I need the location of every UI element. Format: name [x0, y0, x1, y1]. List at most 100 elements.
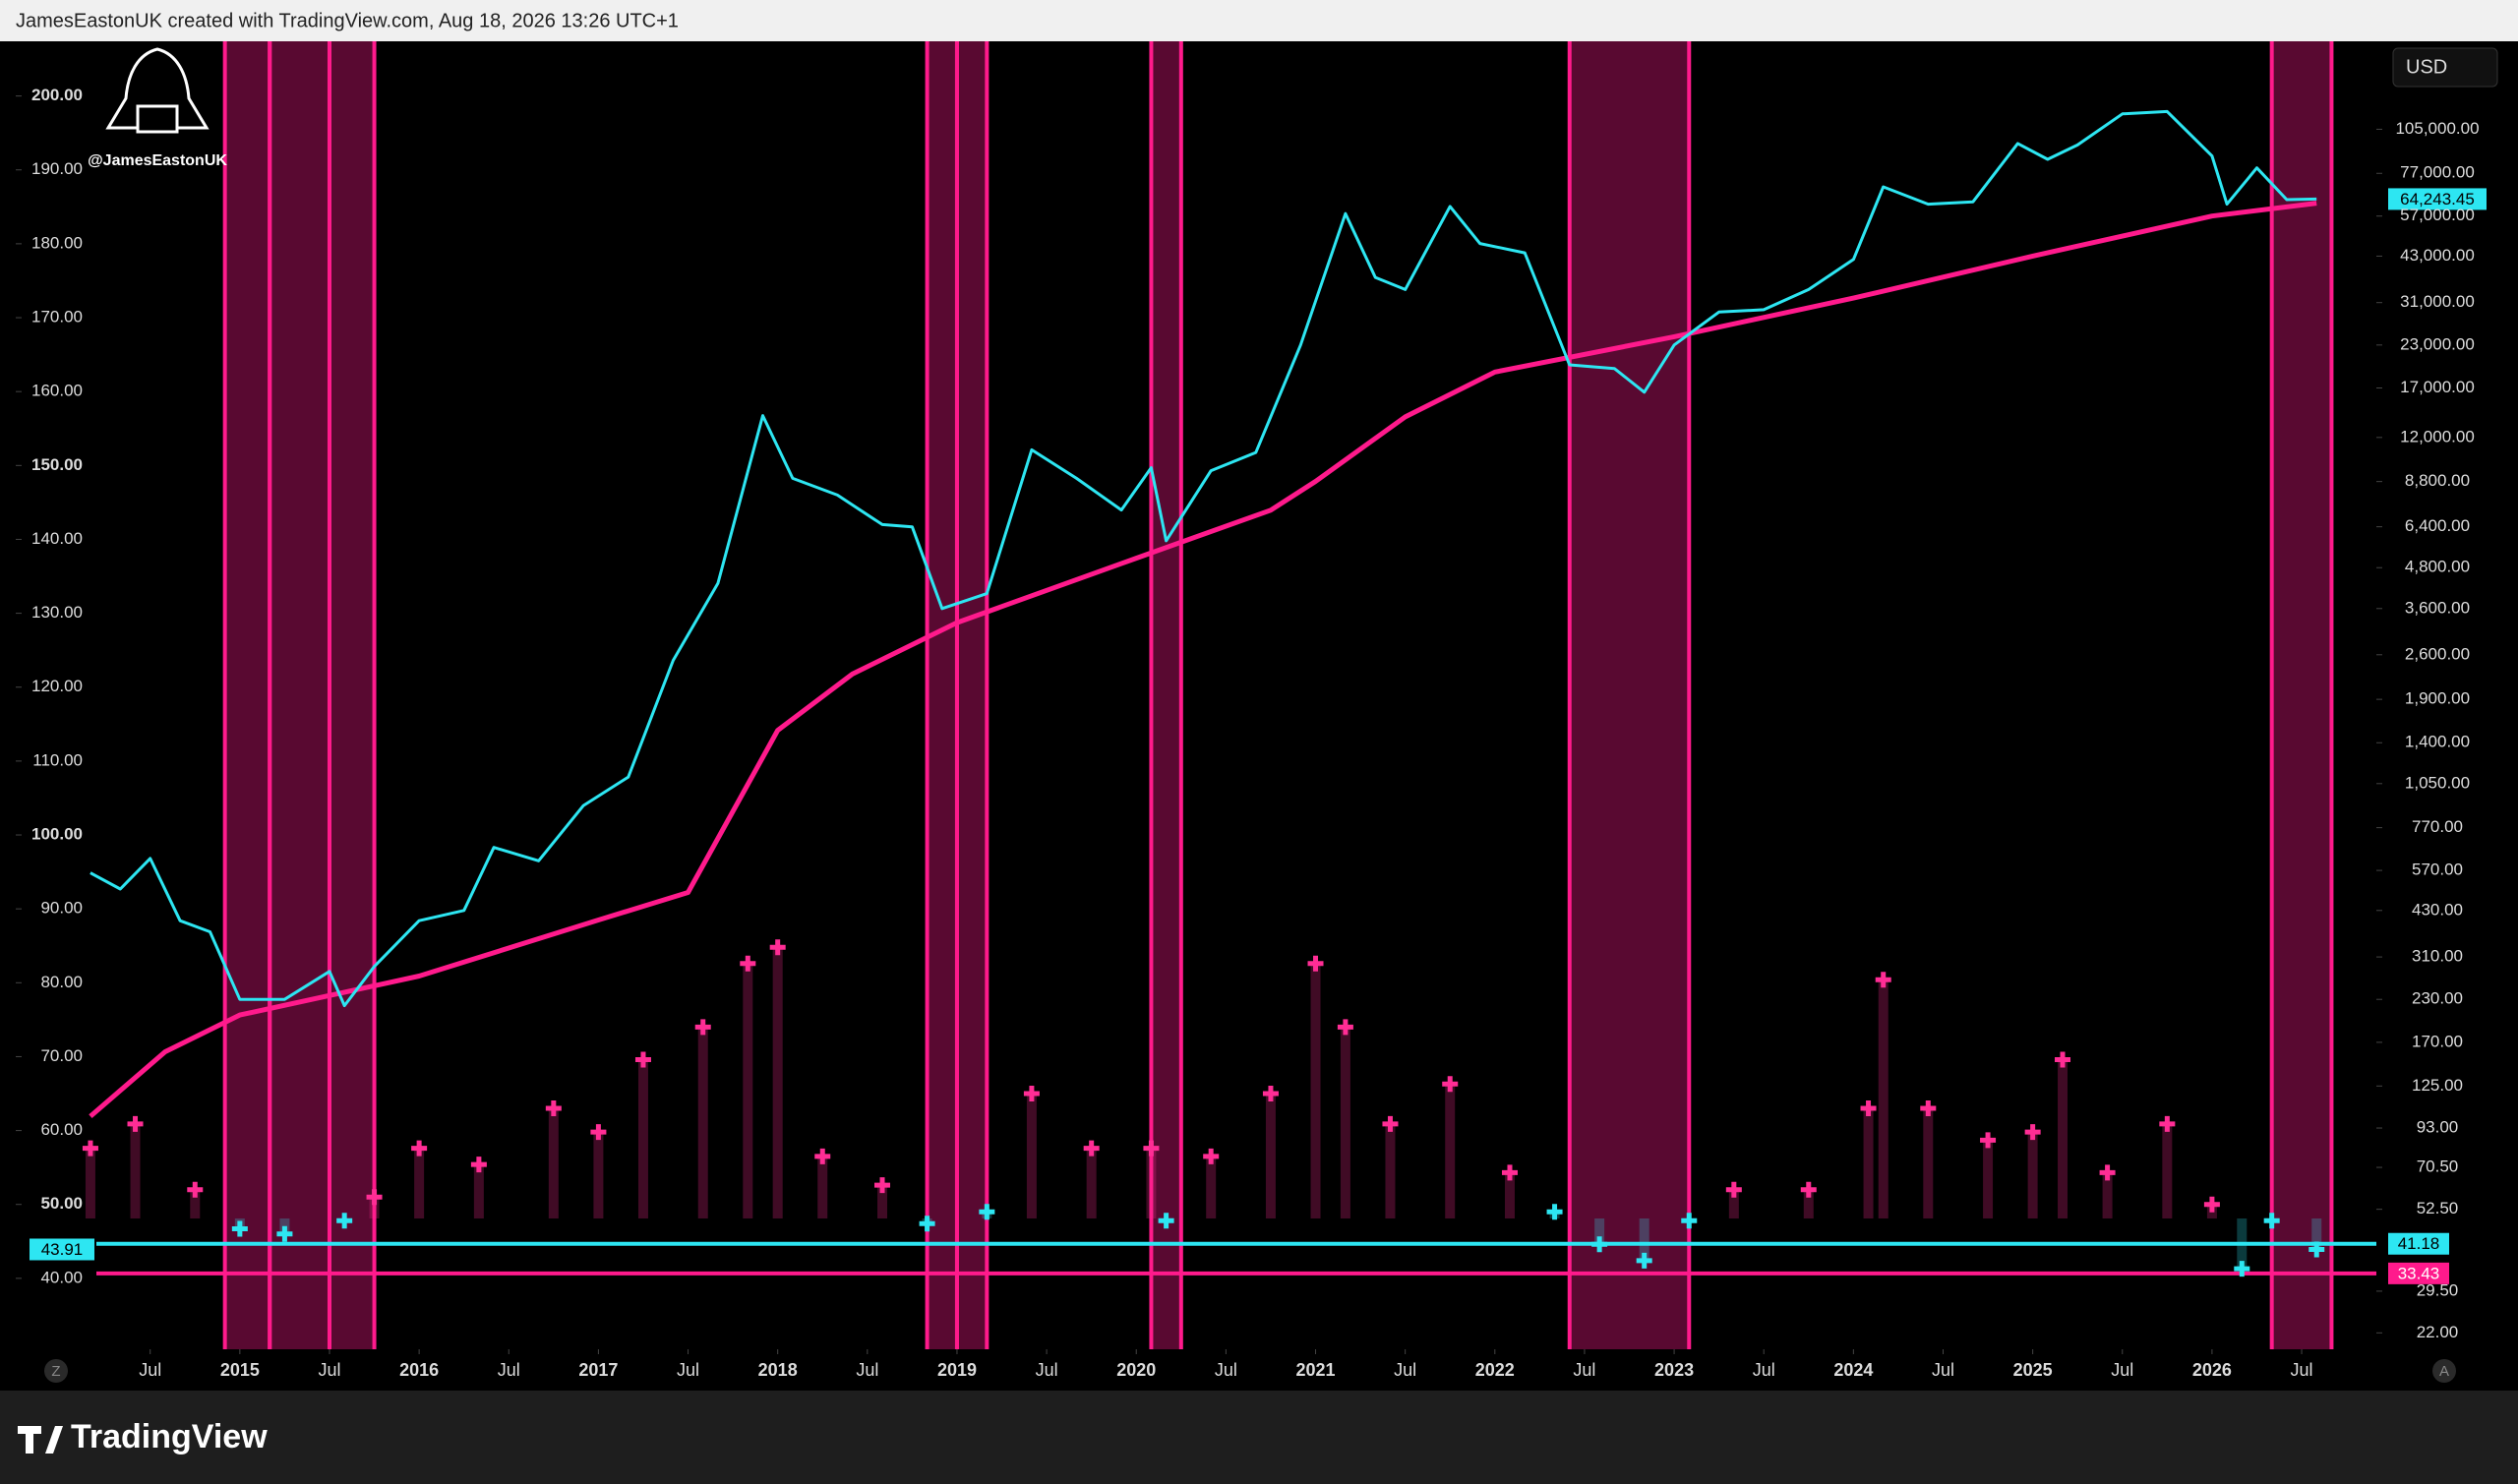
y2-tick-label: 6,400.00 — [2405, 516, 2470, 535]
plot-layer — [82, 41, 2376, 1349]
y2-tick-label: 230.00 — [2412, 989, 2463, 1008]
watermark: @JamesEastonUK — [88, 47, 227, 169]
x-tick-label: 2025 — [2013, 1360, 2053, 1380]
y2-tick-label: 22.00 — [2417, 1323, 2459, 1341]
y2-tick-label: 570.00 — [2412, 861, 2463, 879]
oscillator-marker — [2159, 1115, 2176, 1132]
y2-tick-label: 77,000.00 — [2400, 163, 2475, 182]
x-tick-label: Jul — [1753, 1360, 1775, 1380]
oscillator-marker — [1262, 1086, 1279, 1102]
z-button[interactable] — [44, 1359, 68, 1383]
oscillator-marker — [470, 1157, 487, 1173]
y2-tick-label: 430.00 — [2412, 900, 2463, 919]
oscillator-marker — [1875, 972, 1891, 988]
oscillator-marker — [1501, 1164, 1518, 1181]
oscillator-marker — [1591, 1236, 1608, 1253]
y-tick-label: 130.00 — [31, 603, 83, 622]
y2-tick-label: 57,000.00 — [2400, 206, 2475, 224]
currency-label[interactable]: USD — [2406, 56, 2447, 78]
x-tick-label: 2019 — [937, 1360, 977, 1380]
x-tick-label: 2016 — [399, 1360, 439, 1380]
y-tick-label: 150.00 — [31, 455, 83, 474]
price-label: 64,243.45 — [2400, 190, 2475, 208]
y2-tick-label: 105,000.00 — [2395, 119, 2479, 138]
oscillator-marker — [1083, 1140, 1100, 1157]
y-tick-label: 120.00 — [31, 677, 83, 695]
x-tick-label: 2015 — [220, 1360, 260, 1380]
chart-area — [0, 41, 2518, 1391]
oscillator-marker — [919, 1216, 935, 1232]
oscillator-marker — [545, 1100, 562, 1117]
y2-tick-label: 1,900.00 — [2405, 689, 2470, 708]
currency-button[interactable] — [2392, 47, 2498, 88]
oscillator-marker — [1203, 1148, 1220, 1164]
y-tick-label: 110.00 — [32, 750, 83, 769]
oscillator-marker — [1143, 1140, 1160, 1157]
oscillator-marker — [694, 1019, 711, 1036]
x-tick-label: Jul — [1036, 1360, 1058, 1380]
y-tick-label: 70.00 — [40, 1046, 83, 1065]
y-tick-label: 140.00 — [31, 529, 83, 548]
shaded-span — [2271, 41, 2332, 1349]
oscillator-marker — [1636, 1252, 1652, 1269]
oscillator-marker — [1158, 1213, 1174, 1229]
y-tick-label: 80.00 — [40, 973, 83, 991]
x-tick-label: Jul — [318, 1360, 340, 1380]
y-tick-label: 60.00 — [40, 1120, 83, 1139]
x-tick-label: Jul — [2291, 1360, 2313, 1380]
moving-average-line — [89, 201, 2317, 1118]
oscillator-marker — [2263, 1213, 2280, 1229]
oscillator-marker — [366, 1189, 383, 1206]
y-tick-label: 160.00 — [31, 382, 83, 400]
oscillator-marker — [2024, 1124, 2041, 1141]
oscillator-marker — [1442, 1076, 1459, 1093]
y2-tick-label: 93.00 — [2417, 1118, 2459, 1137]
oscillator-marker — [1920, 1100, 1937, 1117]
x-tick-label: 2024 — [1833, 1360, 1873, 1380]
oscillator-marker — [1800, 1181, 1817, 1198]
shaded-span — [956, 41, 988, 1349]
y-tick-label: 200.00 — [31, 86, 83, 104]
footer-logo[interactable]: TradingView — [71, 1418, 268, 1455]
price-line — [90, 109, 2317, 1008]
x-tick-label: 2020 — [1116, 1360, 1156, 1380]
watermark-text: @JamesEastonUK — [88, 152, 227, 169]
oscillator-marker — [2055, 1051, 2071, 1068]
oscillator-marker — [1546, 1204, 1563, 1220]
y2-tick-label: 3,600.00 — [2405, 598, 2470, 617]
x-tick-label: Jul — [1932, 1360, 1954, 1380]
x-tick-label: 2026 — [2192, 1360, 2232, 1380]
y2-tick-label: 12,000.00 — [2400, 427, 2475, 445]
x-tick-label: Jul — [677, 1360, 699, 1380]
oscillator-marker — [127, 1115, 144, 1132]
oscillator-marker — [1725, 1181, 1742, 1198]
shaded-span — [329, 41, 375, 1349]
oscillator-marker — [1980, 1132, 1997, 1149]
x-tick-label: 2018 — [758, 1360, 798, 1380]
x-tick-label: 2021 — [1295, 1360, 1335, 1380]
a-label[interactable]: A — [2439, 1363, 2449, 1380]
oscillator-marker — [1307, 955, 1324, 972]
x-tick-label: Jul — [2111, 1360, 2133, 1380]
y-tick-label: 190.00 — [31, 159, 83, 178]
oscillator-marker — [634, 1051, 651, 1068]
oscillator-marker — [1382, 1115, 1399, 1132]
y2-tick-label: 310.00 — [2412, 947, 2463, 966]
y2-tick-label: 23,000.00 — [2400, 334, 2475, 353]
header-text: JamesEastonUK created with TradingView.c… — [16, 10, 679, 31]
z-label[interactable]: Z — [51, 1363, 60, 1380]
y-tick-label: 90.00 — [40, 899, 83, 918]
a-button[interactable] — [2432, 1359, 2456, 1383]
price-label-bg — [2388, 1262, 2449, 1284]
y2-tick-label: 31,000.00 — [2400, 292, 2475, 311]
shaded-span — [1151, 41, 1181, 1349]
shaded-span — [927, 41, 957, 1349]
oscillator-marker — [814, 1148, 831, 1164]
y2-tick-label: 1,050.00 — [2405, 773, 2470, 792]
oscillator-marker — [82, 1140, 98, 1157]
oscillator-marker — [1860, 1100, 1877, 1117]
y2-tick-label: 125.00 — [2412, 1076, 2463, 1095]
oscillator-marker — [1681, 1213, 1698, 1229]
x-tick-label: Jul — [1573, 1360, 1595, 1380]
